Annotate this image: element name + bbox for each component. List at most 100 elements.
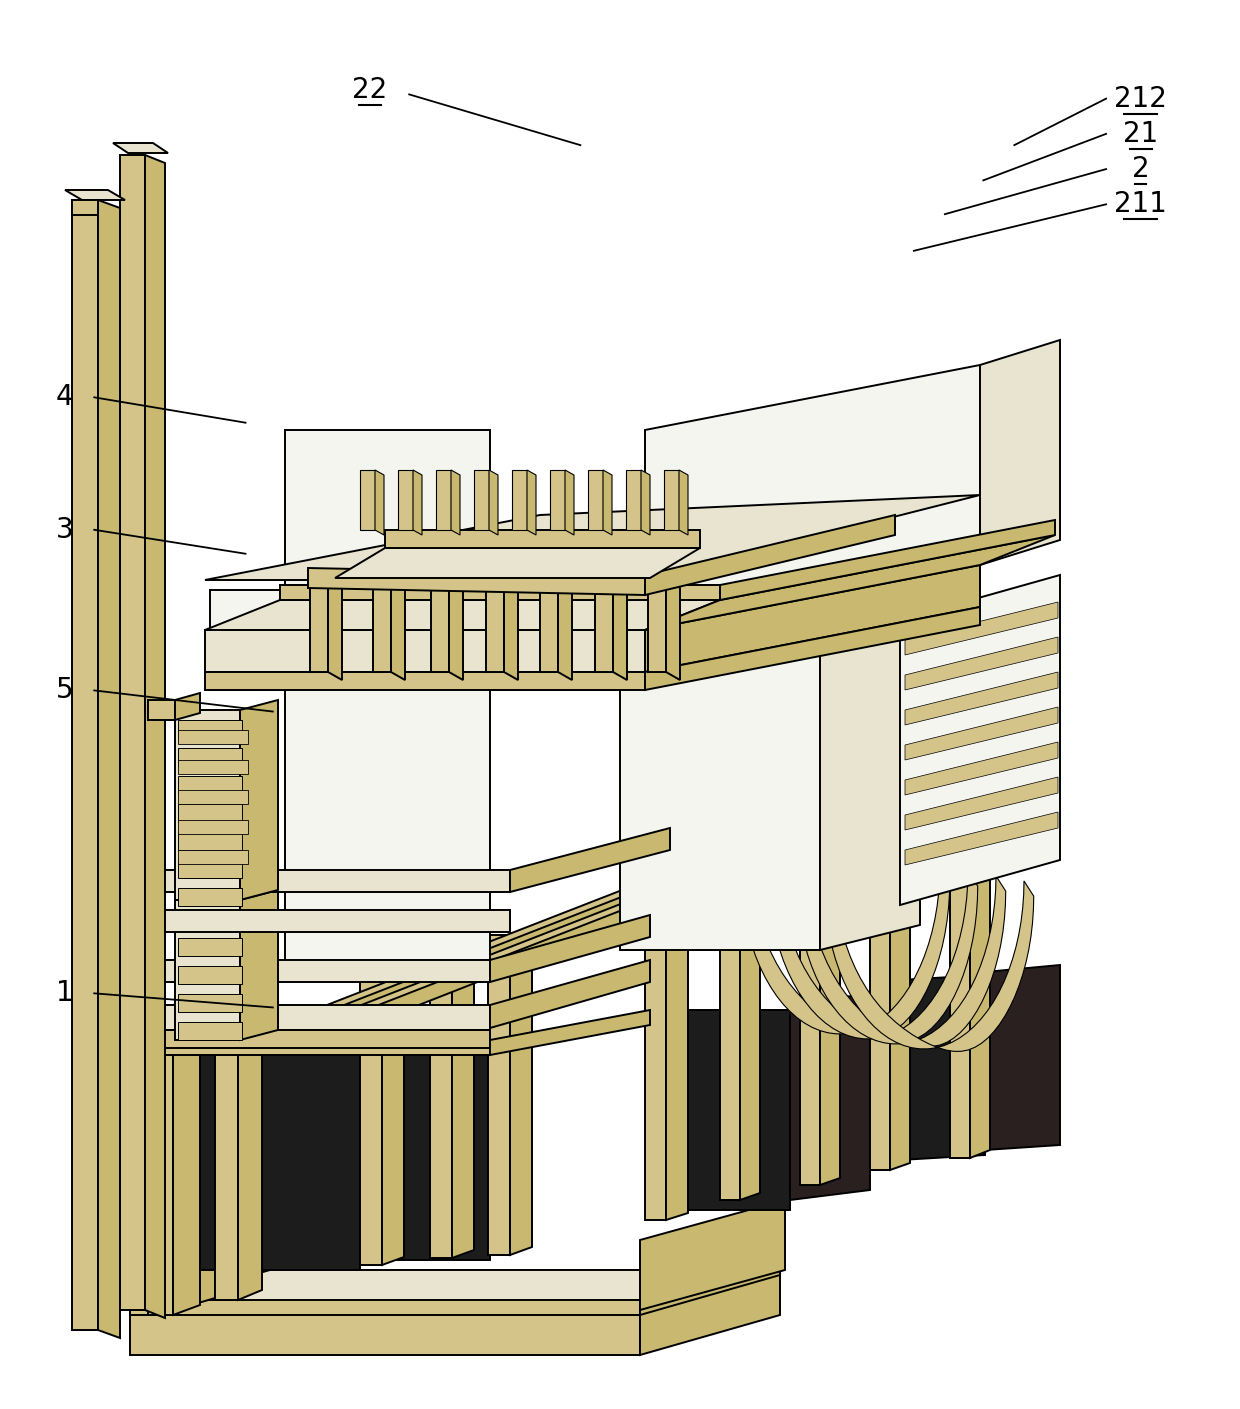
Polygon shape: [130, 1270, 780, 1310]
Text: 22: 22: [352, 76, 387, 104]
Polygon shape: [645, 535, 1055, 630]
Polygon shape: [474, 471, 489, 530]
Polygon shape: [205, 630, 645, 672]
Polygon shape: [205, 495, 980, 581]
Text: 4: 4: [56, 383, 73, 411]
Polygon shape: [179, 967, 242, 983]
Polygon shape: [148, 1005, 174, 1315]
Polygon shape: [72, 200, 98, 1330]
Polygon shape: [179, 748, 242, 766]
Polygon shape: [486, 581, 503, 672]
Polygon shape: [510, 828, 670, 892]
Polygon shape: [210, 590, 640, 630]
Polygon shape: [720, 910, 740, 1200]
Polygon shape: [870, 893, 890, 1169]
Polygon shape: [451, 471, 460, 535]
Polygon shape: [970, 876, 990, 1158]
Polygon shape: [148, 960, 490, 982]
Polygon shape: [626, 471, 641, 530]
Polygon shape: [179, 776, 242, 795]
Polygon shape: [215, 995, 238, 1301]
Polygon shape: [453, 931, 474, 1258]
Polygon shape: [740, 903, 760, 1200]
Polygon shape: [620, 650, 820, 950]
Polygon shape: [335, 548, 701, 578]
Polygon shape: [645, 920, 666, 1220]
Polygon shape: [285, 430, 490, 620]
Polygon shape: [565, 471, 574, 535]
Polygon shape: [900, 575, 1060, 905]
Polygon shape: [175, 710, 241, 900]
Text: 21: 21: [1123, 120, 1158, 148]
Polygon shape: [980, 340, 1060, 565]
Polygon shape: [800, 900, 820, 1185]
Polygon shape: [720, 520, 1055, 600]
Polygon shape: [950, 883, 970, 1158]
Polygon shape: [490, 1010, 650, 1055]
Polygon shape: [490, 914, 650, 982]
Polygon shape: [905, 776, 1058, 830]
Polygon shape: [148, 1030, 490, 1048]
Polygon shape: [130, 1310, 640, 1355]
Polygon shape: [179, 859, 242, 878]
Polygon shape: [130, 1301, 640, 1315]
Polygon shape: [241, 890, 278, 1040]
Polygon shape: [432, 581, 449, 672]
Polygon shape: [625, 720, 820, 950]
Polygon shape: [391, 581, 405, 681]
Polygon shape: [329, 581, 342, 681]
Polygon shape: [179, 805, 242, 821]
Polygon shape: [113, 142, 167, 154]
Polygon shape: [148, 869, 510, 892]
Polygon shape: [588, 471, 603, 530]
Polygon shape: [174, 995, 200, 1315]
Polygon shape: [490, 960, 650, 1029]
Polygon shape: [340, 869, 750, 1024]
Polygon shape: [360, 471, 374, 530]
Polygon shape: [179, 850, 248, 864]
Polygon shape: [985, 965, 1060, 1150]
Polygon shape: [512, 471, 527, 530]
Polygon shape: [645, 607, 980, 690]
Polygon shape: [382, 943, 404, 1265]
Polygon shape: [820, 626, 920, 950]
Polygon shape: [640, 1260, 780, 1315]
Polygon shape: [649, 581, 666, 672]
Polygon shape: [613, 581, 627, 681]
Polygon shape: [820, 685, 920, 940]
Polygon shape: [205, 600, 720, 630]
Polygon shape: [179, 938, 242, 955]
Polygon shape: [308, 568, 645, 595]
Polygon shape: [179, 993, 242, 1012]
Polygon shape: [640, 1200, 785, 1310]
Polygon shape: [796, 861, 1006, 1047]
Polygon shape: [595, 581, 613, 672]
Polygon shape: [360, 950, 382, 1265]
Polygon shape: [768, 855, 977, 1041]
Polygon shape: [148, 1040, 490, 1055]
Polygon shape: [790, 995, 870, 1200]
Polygon shape: [179, 888, 242, 906]
Polygon shape: [241, 700, 278, 900]
Polygon shape: [310, 581, 329, 672]
Text: 212: 212: [1115, 85, 1167, 113]
Polygon shape: [603, 471, 613, 535]
Polygon shape: [539, 581, 558, 672]
Polygon shape: [379, 1040, 490, 1260]
Polygon shape: [740, 851, 950, 1037]
Polygon shape: [820, 893, 839, 1185]
Polygon shape: [558, 581, 572, 681]
Polygon shape: [120, 155, 145, 1310]
Polygon shape: [179, 720, 242, 738]
Polygon shape: [285, 681, 490, 981]
Polygon shape: [72, 200, 98, 216]
Polygon shape: [179, 730, 248, 744]
Polygon shape: [179, 790, 248, 805]
Text: 211: 211: [1115, 190, 1167, 218]
Polygon shape: [666, 913, 688, 1220]
Polygon shape: [374, 471, 384, 535]
Polygon shape: [148, 910, 510, 931]
Polygon shape: [680, 471, 688, 535]
Polygon shape: [641, 471, 650, 535]
Polygon shape: [175, 900, 241, 1040]
